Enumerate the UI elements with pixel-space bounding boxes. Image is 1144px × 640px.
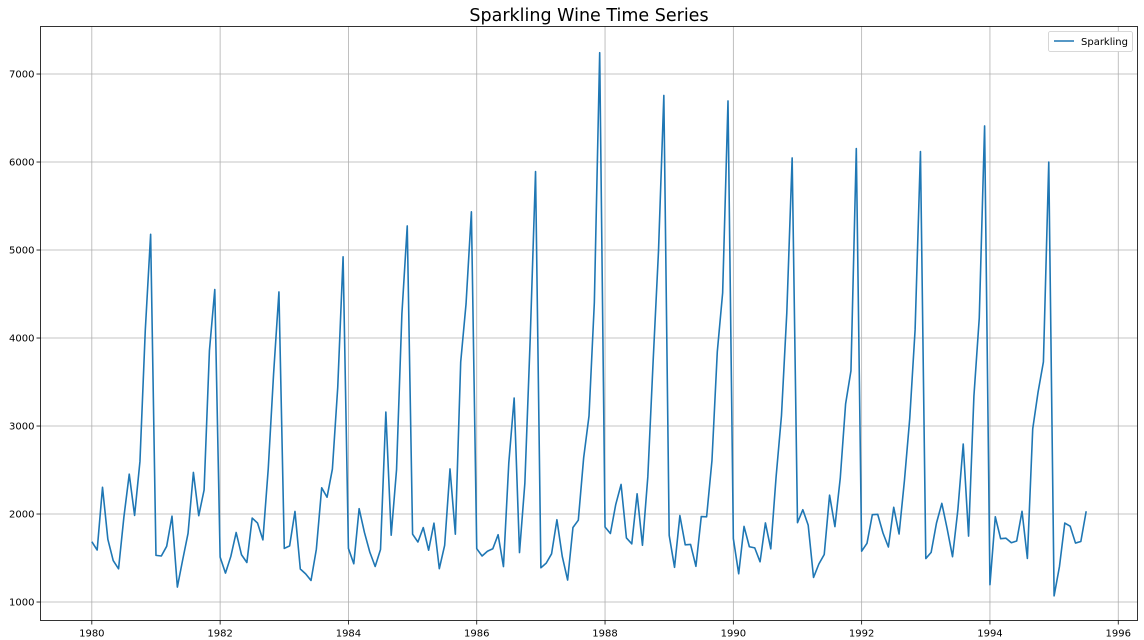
y-tick-label: 2000: [9, 510, 34, 521]
plot-frame: [40, 26, 1138, 621]
chart-title: Sparkling Wine Time Series: [469, 6, 708, 26]
x-tick-label: 1994: [977, 629, 1002, 640]
y-axis: 1000 2000 3000 4000 5000 6000 7000: [9, 70, 41, 609]
x-tick-label: 1980: [79, 629, 104, 640]
grid-lines: [40, 26, 1138, 621]
x-tick-label: 1988: [592, 629, 617, 640]
y-tick-label: 1000: [9, 598, 34, 609]
x-tick-label: 1992: [849, 629, 874, 640]
y-tick-label: 6000: [9, 158, 34, 169]
legend-label: Sparkling: [1081, 37, 1128, 48]
series-line-sparkling: [91, 51, 1087, 597]
y-tick-label: 5000: [9, 246, 34, 257]
y-tick-label: 4000: [9, 334, 34, 345]
series-layer: [91, 51, 1087, 597]
x-tick-label: 1986: [464, 629, 489, 640]
y-tick-label: 7000: [9, 70, 34, 81]
x-tick-label: 1984: [336, 629, 361, 640]
x-axis: 1980 1982 1984 1986 1988 1990 1992 1994 1996: [79, 620, 1131, 640]
x-tick-label: 1996: [1106, 629, 1131, 640]
legend: Sparkling: [1048, 31, 1133, 52]
y-tick-label: 3000: [9, 422, 34, 433]
x-tick-label: 1990: [721, 629, 746, 640]
legend-box: [1048, 31, 1133, 52]
x-tick-label: 1982: [207, 629, 232, 640]
